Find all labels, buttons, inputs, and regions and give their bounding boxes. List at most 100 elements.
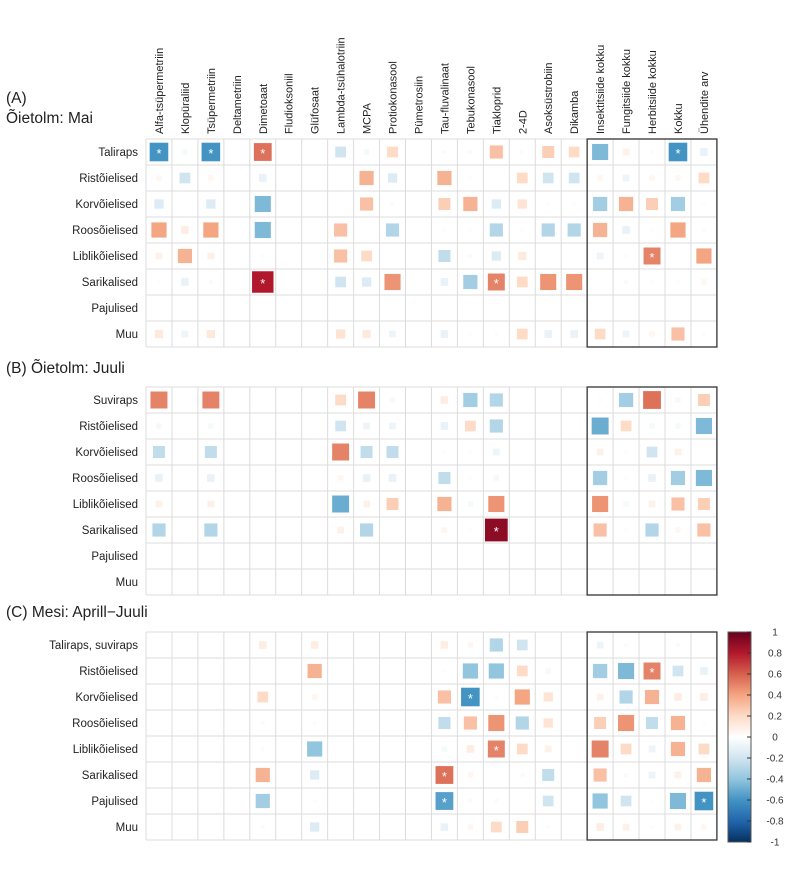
- heatmap-cell: [154, 329, 164, 339]
- significance-star: *: [442, 795, 447, 810]
- heatmap-cell: [516, 821, 529, 833]
- heatmap-cell: [516, 276, 528, 288]
- colorbar-tick-label: 0.2: [768, 712, 782, 723]
- heatmap-cell: [358, 391, 376, 409]
- heatmap-cell: [516, 743, 528, 755]
- heatmap-cell: [593, 196, 608, 212]
- row-label: Taliraps, suviraps: [49, 640, 138, 652]
- heatmap-cell: [310, 822, 320, 832]
- column-header: Tebukonasool: [465, 66, 477, 134]
- heatmap-cell: [670, 196, 686, 212]
- heatmap-cell: [623, 501, 629, 507]
- heatmap-cell: [672, 665, 684, 677]
- heatmap-cell: [674, 823, 682, 831]
- heatmap-cell: [463, 196, 478, 212]
- heatmap-cell: [650, 150, 654, 154]
- heatmap-cell: [386, 498, 399, 510]
- heatmap-cell: [468, 176, 473, 180]
- column-header: Klopüraliid: [180, 83, 192, 134]
- row-label: Liblikõielised: [73, 251, 138, 263]
- row-label: Sarikalised: [82, 770, 138, 782]
- heatmap-cell: [468, 253, 473, 259]
- significance-star: *: [494, 524, 499, 539]
- heatmap-cell: [362, 474, 371, 482]
- heatmap-cell: [618, 714, 635, 732]
- heatmap-cell: [488, 714, 505, 732]
- heatmap-cell: [623, 642, 629, 648]
- heatmap-cell: [466, 745, 475, 753]
- heatmap-cell: [204, 523, 218, 537]
- heatmap-cell: [386, 446, 399, 458]
- significance-star: *: [468, 691, 473, 706]
- column-header: Ühendite arv: [699, 71, 711, 134]
- heatmap-cell: [440, 396, 449, 404]
- heatmap-cell: [179, 172, 191, 184]
- heatmap-cell: [623, 772, 629, 778]
- heatmap-cell: [624, 476, 628, 480]
- heatmap-cell: [362, 329, 371, 339]
- heatmap-cell: [154, 199, 164, 209]
- heatmap-cell: [489, 223, 503, 237]
- heatmap-cell: [489, 145, 503, 159]
- heatmap-cell: [545, 668, 551, 674]
- column-header: Deltametriin: [232, 75, 244, 134]
- heatmap-cell: [492, 448, 500, 456]
- heatmap-cell: [389, 397, 396, 403]
- heatmap-cell: [254, 221, 271, 239]
- heatmap-cell: [182, 149, 188, 155]
- heatmap-cell: [592, 793, 608, 809]
- heatmap-cell: [491, 199, 501, 209]
- heatmap-cell: [517, 199, 527, 209]
- heatmap-cell: [643, 391, 661, 409]
- heatmap-cell: [646, 198, 659, 210]
- significance-star: *: [494, 743, 499, 758]
- heatmap-cell: [543, 692, 553, 702]
- heatmap-cell: [468, 476, 473, 480]
- heatmap-cell: [363, 422, 370, 430]
- heatmap-cell: [440, 641, 449, 649]
- heatmap-cell: [540, 273, 557, 291]
- heatmap-cell: [546, 202, 550, 206]
- row-label: Roosõielised: [72, 473, 138, 485]
- heatmap-cell: [544, 745, 552, 753]
- heatmap-cell: [337, 526, 345, 534]
- heatmap-cell: [335, 420, 346, 432]
- heatmap-cell: [255, 767, 270, 783]
- column-header: Herbitsiide kokku: [647, 50, 659, 134]
- heatmap-cell: [622, 148, 630, 156]
- heatmap-cell: [542, 146, 555, 158]
- heatmap-cell: [467, 772, 474, 778]
- heatmap-cell: [312, 721, 317, 725]
- heatmap-cell: [676, 280, 680, 284]
- heatmap-cell: [591, 417, 609, 435]
- column-header: Tsüpermetriin: [206, 68, 218, 134]
- heatmap-cell: [593, 768, 607, 782]
- heatmap-cell: [568, 172, 580, 184]
- heatmap-cell: [463, 274, 478, 290]
- heatmap-cell: [648, 745, 656, 753]
- column-header: Glüfosaat: [310, 87, 322, 134]
- heatmap-cell: [155, 474, 163, 482]
- row-label: Sarikalised: [82, 277, 138, 289]
- heatmap-cell: [622, 226, 630, 234]
- heatmap-cell: [363, 500, 370, 508]
- heatmap-cell: [670, 470, 686, 486]
- heatmap-cell: [700, 693, 708, 701]
- heatmap-cell: [384, 273, 401, 291]
- heatmap-cell: [207, 500, 215, 508]
- heatmap-cell: [360, 523, 374, 537]
- row-label: Pajulised: [91, 796, 138, 808]
- heatmap-cell: [697, 394, 710, 406]
- heatmap-cell: [442, 149, 447, 155]
- heatmap-cell: [334, 249, 348, 263]
- heatmap-cell: [390, 201, 395, 207]
- heatmap-cell: [207, 252, 215, 260]
- heatmap-cell: [332, 443, 350, 461]
- heatmap-cell: [438, 472, 451, 484]
- heatmap-cell: [181, 330, 189, 338]
- significance-star: *: [675, 146, 680, 161]
- heatmap-cell: [670, 741, 686, 757]
- heatmap-cell: [700, 148, 708, 156]
- heatmap-cell: [201, 142, 221, 162]
